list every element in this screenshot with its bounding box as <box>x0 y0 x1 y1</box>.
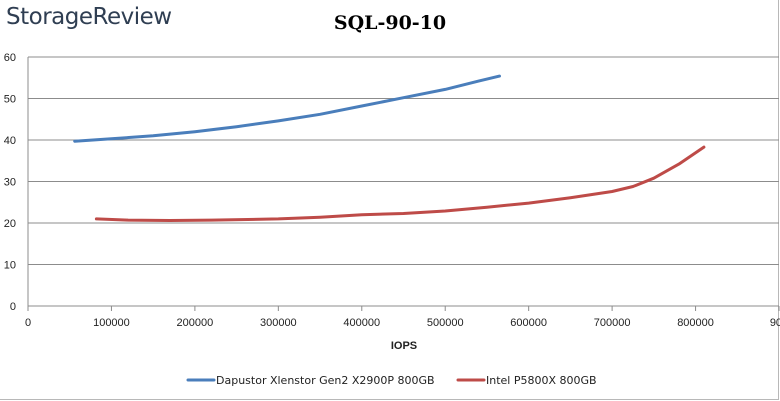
legend: Dapustor Xlenstor Gen2 X2900P 800GB Intel… <box>186 374 597 387</box>
legend-label-2: Intel P5800X 800GB <box>486 374 597 387</box>
tick-labels: 0 10 20 30 40 50 60 0 100000 200000 300000 400000 50… <box>4 52 780 329</box>
y-tick-label: 50 <box>4 94 16 106</box>
x-tick-label: 100000 <box>93 317 130 329</box>
y-tick-label: 40 <box>4 135 16 147</box>
legend-label-1: Dapustor Xlenstor Gen2 X2900P 800GB <box>216 374 435 387</box>
x-tick-label: 700000 <box>594 317 631 329</box>
axes <box>27 57 780 311</box>
x-tick-label: 800000 <box>677 317 714 329</box>
x-tick-label: 300000 <box>260 317 297 329</box>
x-tick-label: 900 <box>770 317 780 329</box>
series-line-2 <box>94 145 706 222</box>
series-line-1 <box>73 74 501 143</box>
storagereview-logo: StorageReview <box>6 4 172 30</box>
x-tick-label: 0 <box>25 317 31 329</box>
x-tick-label: 400000 <box>343 317 380 329</box>
y-tick-label: 10 <box>4 260 16 272</box>
y-tick-label: 20 <box>4 218 16 230</box>
gridlines <box>28 56 779 265</box>
x-tick-label: 200000 <box>177 317 214 329</box>
series-lines <box>73 74 706 222</box>
y-tick-label: 30 <box>4 177 16 189</box>
x-tick-label: 500000 <box>427 317 464 329</box>
chart-title: SQL-90-10 <box>333 12 447 34</box>
x-tick-label: 600000 <box>510 317 547 329</box>
y-tick-label: 0 <box>10 301 16 313</box>
y-tick-label: 60 <box>4 52 16 64</box>
x-axis-label: IOPS <box>391 340 417 352</box>
